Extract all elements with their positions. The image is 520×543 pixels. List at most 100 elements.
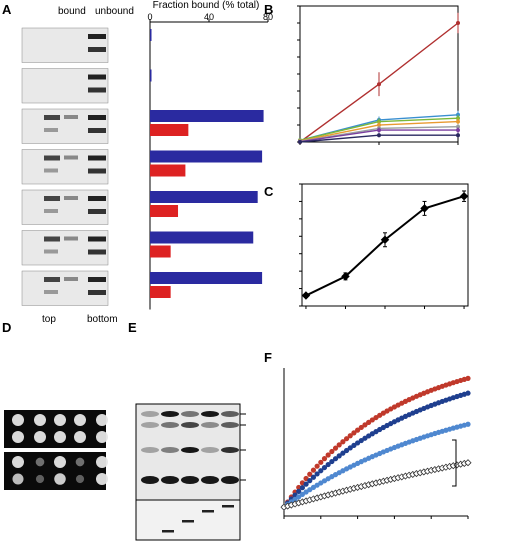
b-point <box>456 128 460 133</box>
panel-label-e: E <box>128 320 137 335</box>
bar-ups2 <box>150 150 263 163</box>
b-point <box>377 133 381 138</box>
gel-band <box>64 115 78 119</box>
panel-label-d: D <box>2 320 11 335</box>
gel-band <box>44 277 60 282</box>
c-point <box>420 204 429 213</box>
a-tick-label: 80 <box>263 12 273 22</box>
f-point-ups2_160 <box>362 422 368 428</box>
e-lipid-spot <box>201 422 219 428</box>
f-point-slmo2_320 <box>310 474 317 480</box>
gel-band <box>64 236 78 241</box>
e-lipid-spot <box>221 422 239 428</box>
e-lipid-spot <box>161 447 179 453</box>
d-colony-spot <box>96 414 108 426</box>
gel-lane-box <box>21 108 109 144</box>
f-point-slmo2_320 <box>351 442 357 448</box>
b-point <box>456 21 460 25</box>
gel-band <box>44 128 58 132</box>
gel-band <box>88 290 106 295</box>
bar-mdm35 <box>150 245 171 258</box>
f-point-slmo2_320 <box>318 468 324 474</box>
gel-band <box>64 277 78 281</box>
e-lipid-spot <box>221 476 239 484</box>
f-point-slmo2_320 <box>325 461 331 468</box>
d-colony-spot <box>54 473 66 485</box>
e-lipid-spot <box>201 411 219 417</box>
d-colony-spot <box>35 457 45 467</box>
d-colony-spot <box>75 474 85 484</box>
e-lipid-spot <box>141 447 159 453</box>
gel-band <box>44 196 60 201</box>
f-point-ups2_160 <box>329 448 335 455</box>
chart-a-title: Fraction bound (% total) <box>153 0 260 11</box>
panel-label-b: B <box>264 2 273 17</box>
panel-label-f: F <box>264 350 272 365</box>
e-lipid-spot <box>181 476 199 484</box>
e-wb-band <box>222 505 234 508</box>
b-point <box>377 82 381 87</box>
d-colony-spot <box>74 431 86 443</box>
b-point <box>456 119 460 124</box>
gel-lane-box <box>21 270 109 306</box>
f-point-slmo2_320 <box>314 471 320 477</box>
gel-band <box>88 115 106 120</box>
a-tick-label: 0 <box>147 12 152 22</box>
f-point-ups2_160 <box>351 430 357 436</box>
panel-label-a: A <box>2 2 12 17</box>
c-point <box>380 235 390 245</box>
f-point-slmo2_160 <box>296 494 302 500</box>
bar-ups2 <box>150 29 152 41</box>
d-colony-spot <box>75 457 85 467</box>
gel-band <box>88 236 106 242</box>
b-point <box>377 123 381 127</box>
gel-band <box>88 277 106 282</box>
f-point-slmo2_320 <box>307 478 313 484</box>
gel-band <box>44 155 60 161</box>
c-point <box>459 191 469 201</box>
d-colony-spot <box>96 431 108 443</box>
gel-band <box>44 236 60 242</box>
e-lipid-spot <box>141 422 159 428</box>
e-lipid-spot <box>181 411 199 417</box>
gel-lane-box <box>21 27 109 63</box>
e-wb-band <box>162 530 174 533</box>
bar-mdm35 <box>150 164 186 177</box>
e-lipid-spot <box>161 476 179 484</box>
f-point-slmo2_160 <box>465 421 471 427</box>
e-lipid-spot <box>161 422 179 428</box>
f-point-ups2_160 <box>321 456 328 462</box>
gel-band <box>44 290 58 294</box>
b-point <box>377 128 381 133</box>
f-point-slmo2_160 <box>292 496 298 502</box>
gel-lane-box <box>21 189 109 225</box>
f-point-slmo2_320 <box>355 440 361 446</box>
gel-lane-box <box>21 149 109 185</box>
e-lipid-spot <box>221 447 239 453</box>
gel-band <box>44 209 58 213</box>
e-lipid-spot <box>201 447 219 453</box>
c-point <box>301 291 311 300</box>
gel-band <box>44 249 58 254</box>
f-point-slmo2_320 <box>329 458 335 465</box>
e-lipid-spot <box>161 411 179 417</box>
f-point-slmo2_320 <box>336 453 342 459</box>
f-point-slmo2_320 <box>303 481 309 487</box>
d-colony-spot <box>96 456 108 468</box>
f-point-slmo2_320 <box>465 390 471 396</box>
f-point-ups2_160 <box>332 445 339 451</box>
f-point-ups2_160 <box>343 436 350 442</box>
f-point-ups2_160 <box>366 419 372 425</box>
f-point-no-protein <box>464 459 472 467</box>
gel-band <box>44 168 58 173</box>
gel-lane-box <box>21 230 109 266</box>
f-point-slmo2_320 <box>332 456 339 462</box>
bar-mdm35 <box>150 286 171 298</box>
e-wb-band <box>202 510 214 513</box>
gel-band <box>88 34 106 39</box>
d-colony-spot <box>12 414 24 426</box>
d-colony-spot <box>34 414 46 426</box>
f-point-ups2_160 <box>347 433 353 439</box>
bar-ups2 <box>150 272 263 284</box>
c-point <box>341 272 350 281</box>
